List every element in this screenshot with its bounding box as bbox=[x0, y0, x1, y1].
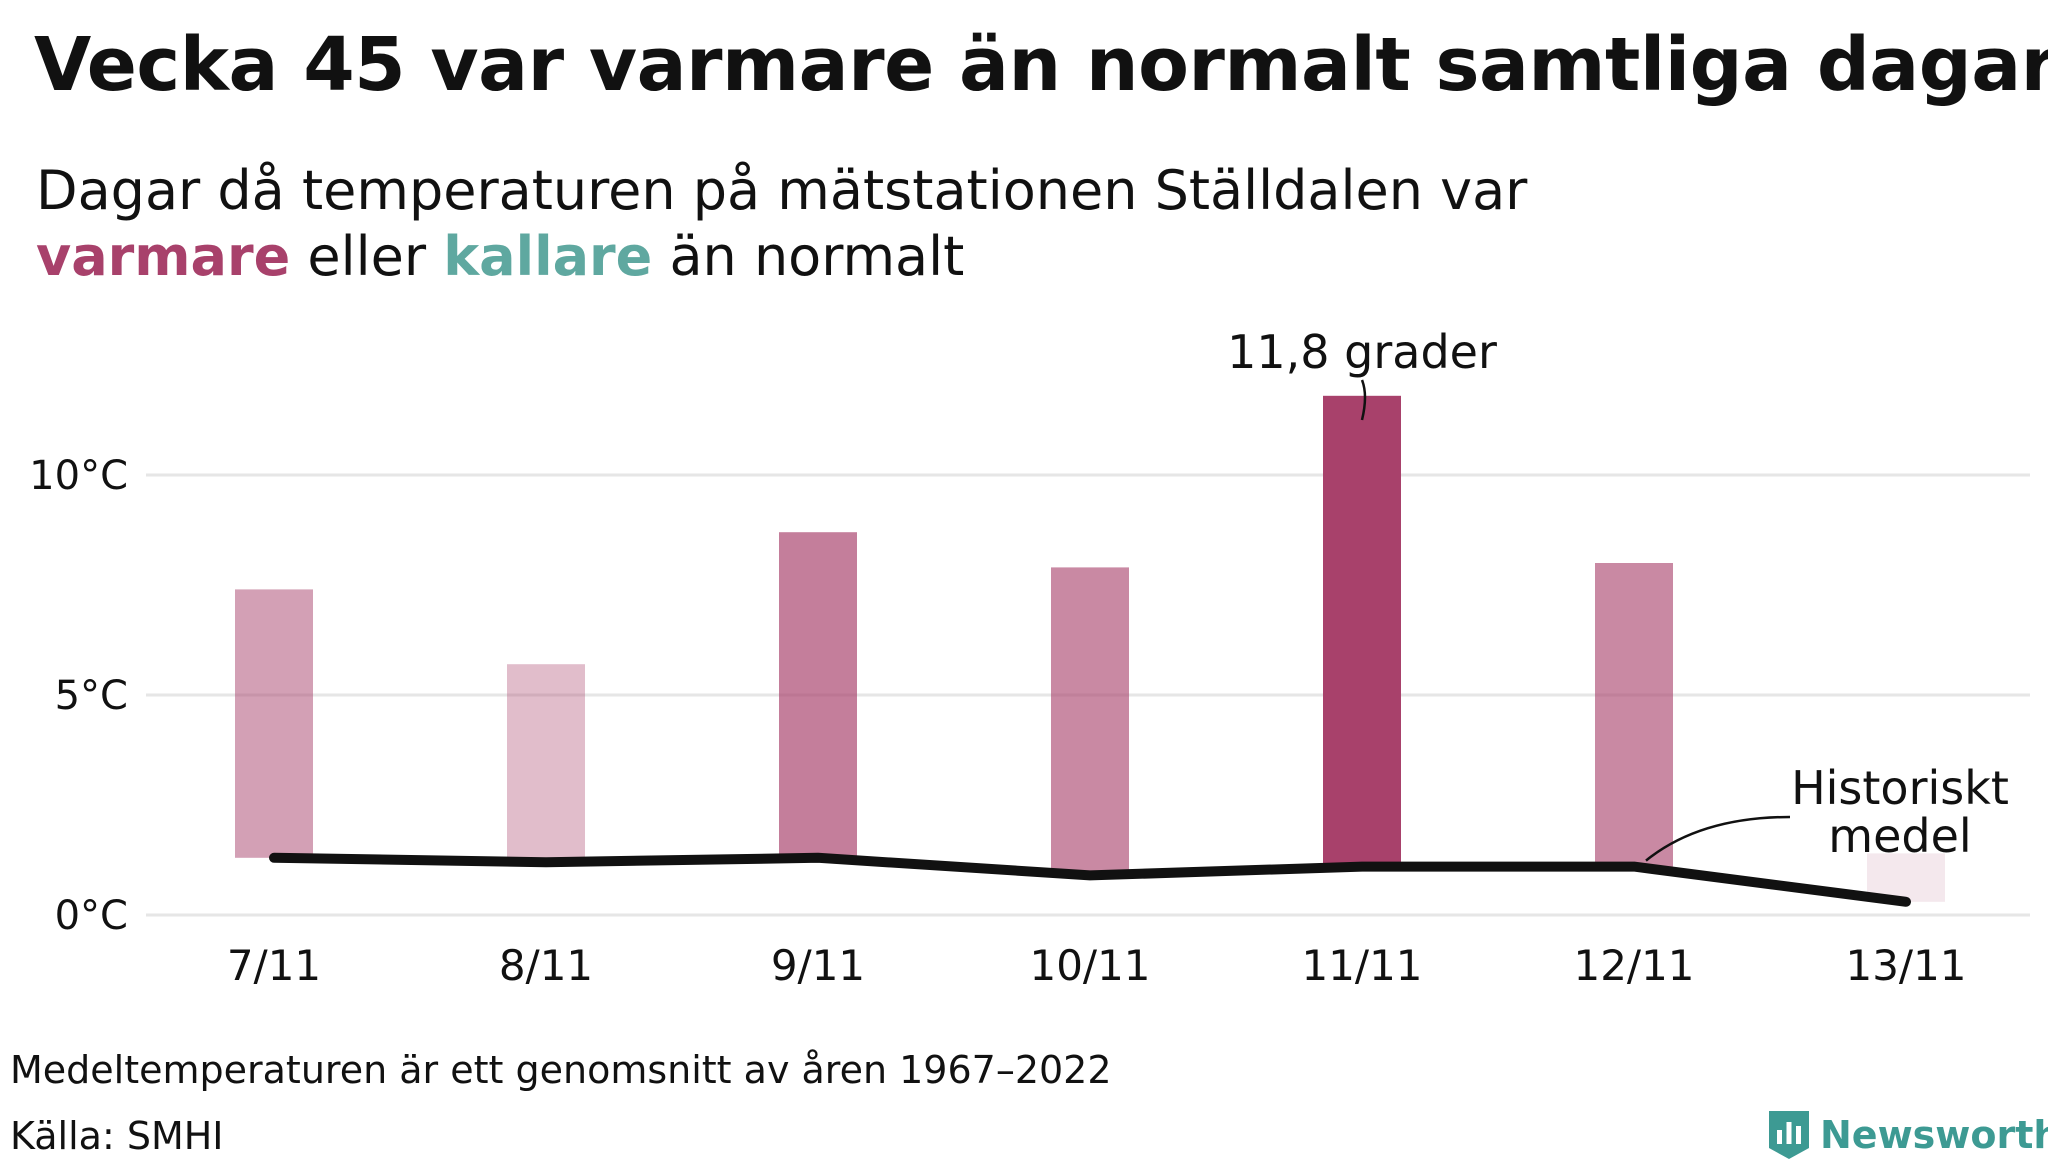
x-tick-label: 12/11 bbox=[1573, 941, 1694, 990]
brand-logo: Newsworthy bbox=[1766, 1108, 2048, 1162]
subtitle-end: än normalt bbox=[652, 225, 965, 288]
x-tick-label: 13/11 bbox=[1845, 941, 1966, 990]
annotation-max-connector bbox=[1360, 379, 1367, 421]
x-tick-label: 9/11 bbox=[771, 941, 865, 990]
subtitle-middle: eller bbox=[290, 225, 444, 288]
newsworthy-logo-icon bbox=[1769, 1111, 1809, 1159]
chart-title: Vecka 45 var varmare än normalt samtliga… bbox=[34, 22, 2048, 108]
annotation-mean-connector bbox=[1645, 815, 1791, 862]
annotation-mean-label-line2: medel bbox=[1828, 809, 1971, 863]
bar bbox=[507, 664, 585, 863]
x-tick-label: 8/11 bbox=[499, 941, 593, 990]
y-tick-label: 0°C bbox=[55, 893, 128, 939]
y-tick-label: 5°C bbox=[55, 673, 128, 719]
x-tick-label: 7/11 bbox=[227, 941, 321, 990]
chart-bars bbox=[235, 395, 1945, 902]
mean-line bbox=[269, 852, 1911, 907]
annotation-max-label: 11,8 grader bbox=[1227, 325, 1497, 379]
footnote: Medeltemperaturen är ett genomsnitt av å… bbox=[10, 1048, 1112, 1092]
bar bbox=[235, 589, 313, 858]
bar bbox=[1051, 567, 1129, 876]
x-tick-label: 11/11 bbox=[1301, 941, 1422, 990]
bar bbox=[1595, 563, 1673, 867]
bar bbox=[1323, 395, 1401, 867]
x-axis: 7/11 8/11 9/11 10/11 11/11 12/11 13/11 bbox=[227, 941, 1967, 990]
mean-line-layer bbox=[269, 852, 1911, 907]
brand-name: Newsworthy bbox=[1820, 1113, 2048, 1157]
y-tick-label: 10°C bbox=[29, 453, 128, 499]
subtitle-line-1: Dagar då temperaturen på mätstationen St… bbox=[36, 159, 1528, 222]
annotation-mean-label-line1: Historiskt bbox=[1791, 761, 2009, 815]
subtitle-line-2: varmare eller kallare än normalt bbox=[36, 224, 1527, 290]
subtitle-warm-word: varmare bbox=[36, 225, 291, 288]
x-tick-label: 10/11 bbox=[1029, 941, 1150, 990]
source-note: Källa: SMHI bbox=[10, 1114, 224, 1158]
y-axis: 0°C 5°C 10°C bbox=[29, 453, 128, 939]
subtitle-cold-word: kallare bbox=[443, 225, 653, 288]
bar bbox=[779, 532, 857, 858]
chart-subtitle: Dagar då temperaturen på mätstationen St… bbox=[36, 158, 1527, 290]
